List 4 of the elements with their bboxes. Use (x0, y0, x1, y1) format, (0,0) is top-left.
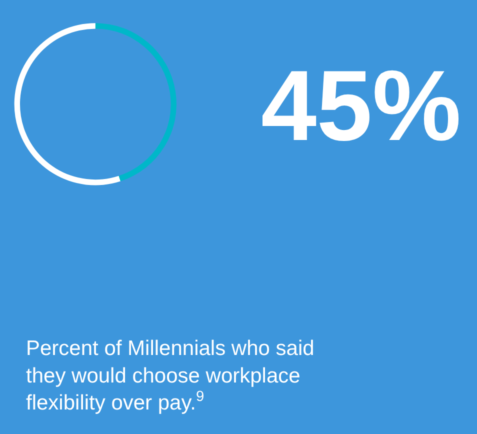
data-label: 45% (261, 50, 462, 162)
text: Percent of Millennials who said they would choose workplace flexibility over pay.$^{9}$ (26, 337, 314, 415)
donut-slice (14, 23, 120, 186)
donut-slice (95, 23, 176, 182)
